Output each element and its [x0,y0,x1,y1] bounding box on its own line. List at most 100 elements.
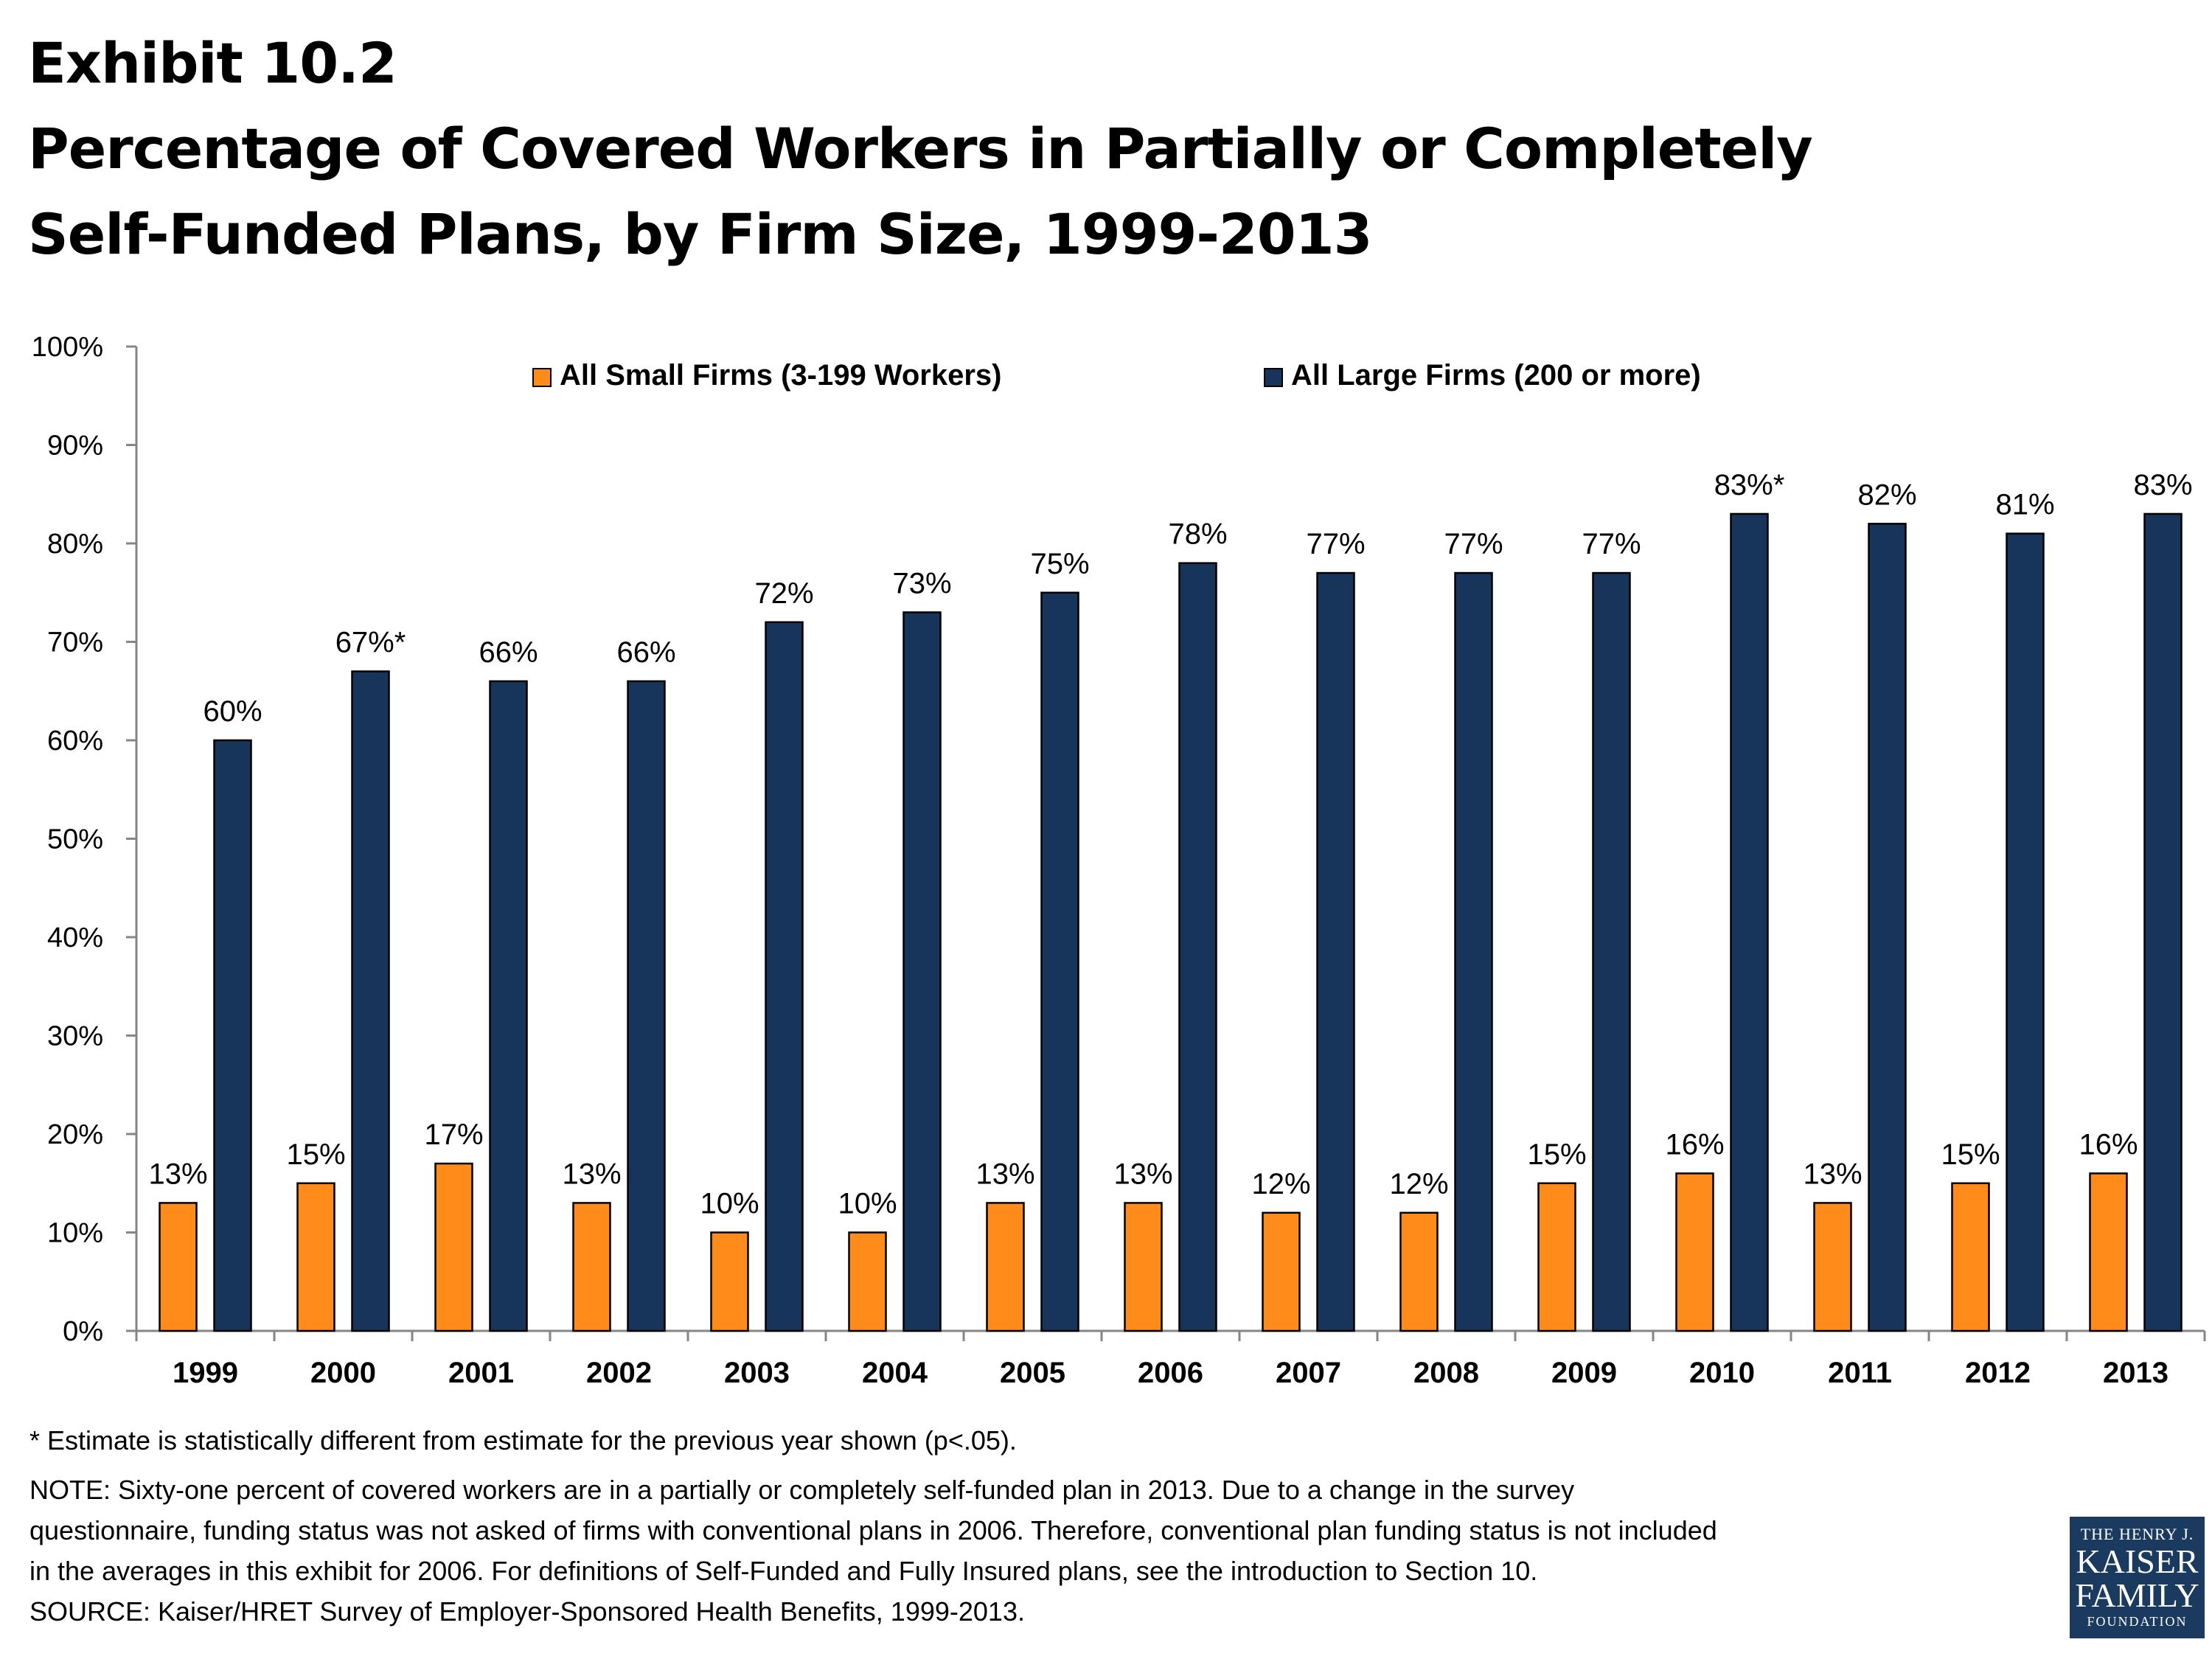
y-tick-label: 20% [47,1119,103,1150]
significance-note: * Estimate is statistically different fr… [29,1425,1017,1455]
bar-large-firms [627,680,666,1332]
bar-large-firms [1316,571,1355,1332]
y-tick-label: 0% [63,1316,103,1347]
data-label-large-firms: 77% [1444,528,1503,560]
x-tick-label: 2006 [1138,1357,1203,1389]
y-tick-label: 70% [47,627,103,658]
legend-label-large-firms: All Large Firms (200 or more) [1291,359,1701,392]
legend-label-small-firms: All Small Firms (3-199 Workers) [560,359,1002,392]
x-tick-label: 2010 [1689,1357,1755,1389]
bar-large-firms [213,739,252,1332]
data-label-large-firms: 83% [2133,469,2192,501]
y-tick-label: 60% [47,726,103,757]
data-label-large-firms: 67%* [335,627,406,659]
bar-large-firms [489,680,528,1332]
data-label-small-firms: 16% [2079,1128,2138,1161]
data-label-small-firms: 13% [148,1158,207,1190]
bar-small-firms [159,1202,198,1332]
x-tick-label: 2003 [724,1357,790,1389]
bar-large-firms [2006,532,2045,1332]
bar-small-firms [1262,1211,1301,1332]
bar-small-firms [1537,1182,1576,1332]
data-label-small-firms: 10% [838,1188,897,1220]
bar-small-firms [296,1182,335,1332]
x-tick-label: 2011 [1828,1357,1892,1389]
data-label-small-firms: 13% [562,1158,621,1190]
legend-swatch-large-firms [1264,368,1283,387]
data-label-large-firms: 77% [1306,528,1365,560]
note-line-3: in the averages in this exhibit for 2006… [29,1556,1538,1586]
y-tick-label: 50% [47,824,103,855]
bar-large-firms [765,621,804,1332]
data-label-large-firms: 78% [1168,518,1227,551]
bar-small-firms [986,1202,1025,1332]
x-tick-label: 2008 [1413,1357,1479,1389]
bar-large-firms [1454,571,1493,1332]
y-tick-label: 90% [47,431,103,462]
bar-large-firms [902,611,942,1332]
x-tick-label: 2013 [2103,1357,2168,1389]
logo-line-2: KAISER [2076,1543,2199,1580]
data-label-large-firms: 73% [892,567,951,599]
legend-swatch-small-firms [532,368,552,387]
bar-large-firms [1868,523,1907,1332]
bar-chart: 0% 10% 20% 30% 40% 50% 60% 70% 80% 90% 100% 13% 60% 1… [32,332,2206,1389]
bar-small-firms [710,1231,749,1332]
data-label-large-firms: 66% [616,636,675,669]
bar-large-firms [1040,591,1079,1332]
data-label-small-firms: 17% [424,1119,483,1151]
y-tick-label: 30% [47,1021,103,1052]
data-label-large-firms: 72% [754,577,813,610]
bar-small-firms [572,1202,611,1332]
title-line-1: Exhibit 10.2 [28,30,397,96]
x-tick-label: 2000 [310,1357,376,1389]
bar-small-firms [434,1162,473,1332]
bar-small-firms [2089,1172,2128,1332]
x-tick-label: 2001 [448,1357,514,1389]
y-tick-label: 10% [47,1218,103,1249]
data-label-large-firms: 66% [479,636,538,669]
data-label-small-firms: 15% [286,1138,345,1171]
x-tick-label: 2012 [1965,1357,2031,1389]
data-label-small-firms: 13% [1113,1158,1172,1190]
x-tick-label: 1999 [173,1357,238,1389]
x-tick-label: 2009 [1551,1357,1617,1389]
y-tick-label: 40% [47,922,103,953]
data-label-large-firms: 83%* [1714,469,1785,501]
x-tick-label: 2004 [862,1357,928,1389]
data-label-large-firms: 60% [203,695,262,728]
data-label-large-firms: 82% [1857,479,1916,511]
x-tick-label: 2007 [1276,1357,1341,1389]
data-label-small-firms: 13% [1803,1158,1862,1190]
bar-large-firms [351,670,390,1332]
bar-small-firms [1675,1172,1714,1332]
y-tick-label: 100% [32,332,103,363]
y-tick-label: 80% [47,529,103,560]
data-label-small-firms: 12% [1389,1168,1448,1200]
bar-large-firms [2143,512,2183,1332]
bar-small-firms [1813,1202,1852,1332]
data-label-small-firms: 12% [1251,1168,1310,1200]
data-label-large-firms: 81% [1995,489,2054,521]
bar-large-firms [1730,512,1769,1332]
data-label-small-firms: 10% [700,1188,759,1220]
data-label-large-firms: 77% [1582,528,1641,560]
logo-line-3: FAMILY [2075,1576,2199,1614]
data-label-small-firms: 15% [1527,1138,1586,1171]
bar-small-firms [1399,1211,1439,1332]
x-tick-label: 2005 [1000,1357,1065,1389]
title-line-3: Self-Funded Plans, by Firm Size, 1999-20… [28,201,1372,267]
source-note: SOURCE: Kaiser/HRET Survey of Employer-S… [29,1596,1025,1627]
bar-small-firms [848,1231,887,1332]
title-line-2: Percentage of Covered Workers in Partial… [28,116,1813,181]
data-label-small-firms: 15% [1941,1138,2000,1171]
bar-large-firms [1178,562,1217,1332]
logo-line-1: THE HENRY J. [2080,1525,2194,1543]
kaiser-family-foundation-logo: THE HENRY J. KAISER FAMILY FOUNDATION [2070,1517,2205,1638]
note-line-1: NOTE: Sixty-one percent of covered worke… [29,1475,1575,1505]
bar-large-firms [1592,571,1631,1332]
data-label-small-firms: 13% [975,1158,1034,1190]
note-line-2: questionnaire, funding status was not as… [29,1515,1717,1545]
logo-line-4: FOUNDATION [2087,1614,2188,1629]
data-label-large-firms: 75% [1030,548,1089,580]
